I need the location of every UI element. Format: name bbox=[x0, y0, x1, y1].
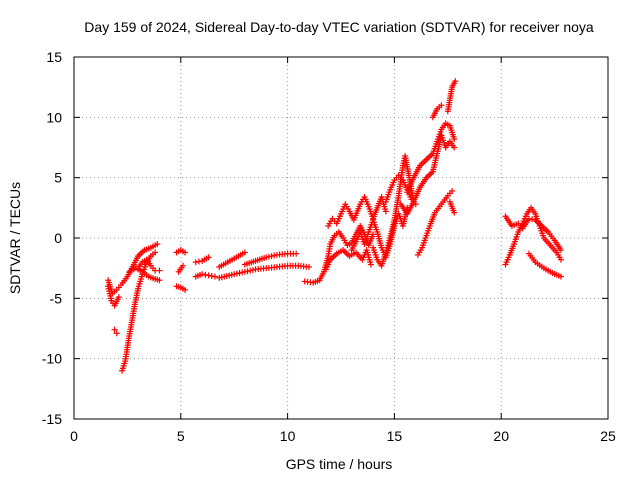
x-tick-label: 10 bbox=[280, 428, 296, 444]
series-s17 bbox=[325, 193, 389, 229]
x-tick-label: 25 bbox=[600, 428, 616, 444]
series-s16 bbox=[323, 247, 374, 273]
y-tick-labels: 15 10 5 0 -5 -10 -15 bbox=[42, 49, 62, 427]
data-points bbox=[105, 78, 565, 374]
y-tick-label: 15 bbox=[46, 49, 62, 65]
series-s6 bbox=[126, 265, 163, 284]
grid-lines bbox=[74, 57, 608, 419]
series-s13 bbox=[216, 262, 312, 281]
series-s29 bbox=[525, 250, 565, 280]
y-tick-label: 10 bbox=[46, 109, 62, 125]
series-s25 bbox=[429, 102, 445, 121]
y-tick-label: 0 bbox=[54, 230, 62, 246]
x-tick-labels: 0 5 10 15 20 25 bbox=[70, 428, 616, 444]
series-s1 bbox=[105, 241, 161, 297]
series-s3 bbox=[111, 326, 120, 337]
series-s2 bbox=[105, 283, 122, 309]
series-s23 bbox=[414, 187, 456, 258]
y-tick-label: -10 bbox=[42, 351, 62, 367]
series-s21 bbox=[404, 120, 458, 196]
series-s8 bbox=[173, 283, 189, 293]
x-tick-label: 5 bbox=[177, 428, 185, 444]
x-tick-label: 20 bbox=[493, 428, 509, 444]
y-tick-label: -15 bbox=[42, 411, 62, 427]
plot-frame bbox=[73, 56, 609, 420]
y-tick-label: -5 bbox=[50, 290, 63, 306]
series-s5 bbox=[135, 256, 163, 274]
series-s10 bbox=[192, 271, 218, 280]
series-s7 bbox=[173, 247, 189, 256]
series-s26 bbox=[444, 78, 459, 115]
x-tick-label: 15 bbox=[387, 428, 403, 444]
series-s14 bbox=[241, 250, 300, 268]
x-axis-label: GPS time / hours bbox=[286, 456, 393, 472]
chart-title: Day 159 of 2024, Sidereal Day-to-day VTE… bbox=[84, 19, 594, 35]
y-axis-label: SDTVAR / TECUs bbox=[7, 182, 23, 294]
series-s12 bbox=[216, 249, 248, 270]
series-s9 bbox=[175, 262, 186, 275]
series-s28 bbox=[502, 204, 565, 268]
series-s24 bbox=[446, 198, 458, 216]
series-s4 bbox=[119, 249, 159, 374]
series-s11 bbox=[192, 254, 212, 266]
y-tick-label: 5 bbox=[54, 170, 62, 186]
series-s22 bbox=[397, 132, 458, 217]
x-tick-label: 0 bbox=[70, 428, 78, 444]
series-s19 bbox=[370, 152, 417, 269]
